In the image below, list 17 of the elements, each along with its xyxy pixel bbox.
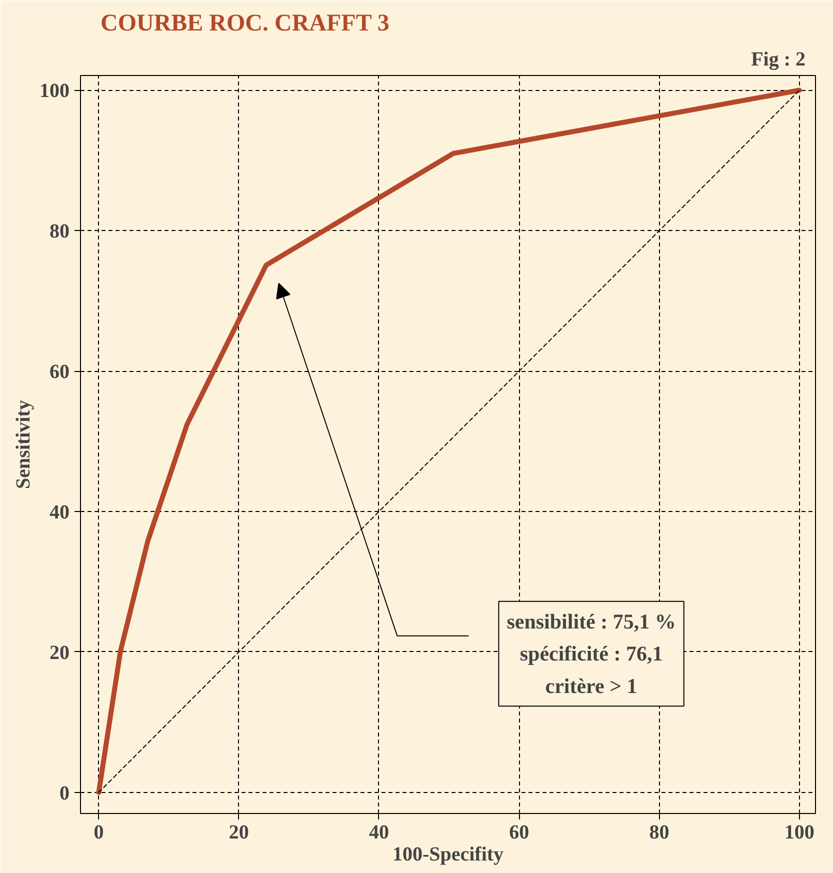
- y-tick-label: 20: [50, 642, 70, 664]
- chart-title: COURBE ROC. CRAFFT 3: [100, 10, 390, 36]
- y-tick-label: 80: [50, 220, 70, 243]
- x-tick-label: 60: [509, 822, 530, 844]
- y-tick-label: 0: [60, 782, 70, 804]
- x-tick-label: 40: [368, 822, 389, 844]
- x-tick-label: 0: [94, 822, 104, 844]
- x-tick-label: 100: [784, 822, 814, 844]
- y-axis-title: Sensitivity: [12, 400, 34, 489]
- x-tick-label: 80: [649, 822, 670, 844]
- y-tick-label: 40: [50, 502, 70, 524]
- y-tick-label: 60: [50, 361, 70, 384]
- x-axis-title: 100-Specifity: [392, 844, 504, 866]
- x-tick-label: 20: [228, 822, 249, 844]
- chart-subtitle: Fig : 2: [751, 48, 806, 70]
- annotation: sensibilité : 75,1 % spécificité : 76,1 critère > 1: [506, 609, 676, 698]
- y-tick-label: 100: [40, 80, 70, 102]
